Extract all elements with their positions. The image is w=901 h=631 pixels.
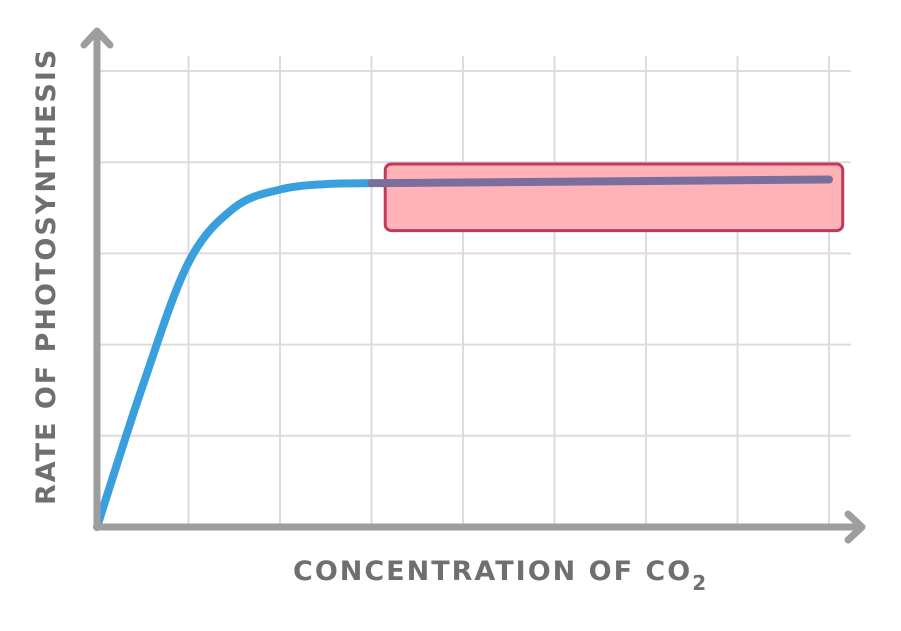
y-axis-label: RATE OF PHOTOSYNTHESIS — [31, 48, 62, 505]
series-line-2 — [367, 175, 833, 188]
plateau-highlight — [383, 162, 845, 233]
axes — [80, 27, 866, 544]
y-axis-arrow-icon — [80, 27, 114, 49]
x-axis-arrow-icon — [844, 510, 866, 544]
grid — [97, 56, 851, 527]
series-group — [93, 175, 833, 531]
series-line-1 — [93, 179, 376, 531]
x-axis-label: CONCENTRATION OF CO2 — [293, 556, 708, 595]
x-axis-label-subscript: 2 — [692, 571, 708, 595]
plateau-highlight-box — [383, 162, 845, 233]
